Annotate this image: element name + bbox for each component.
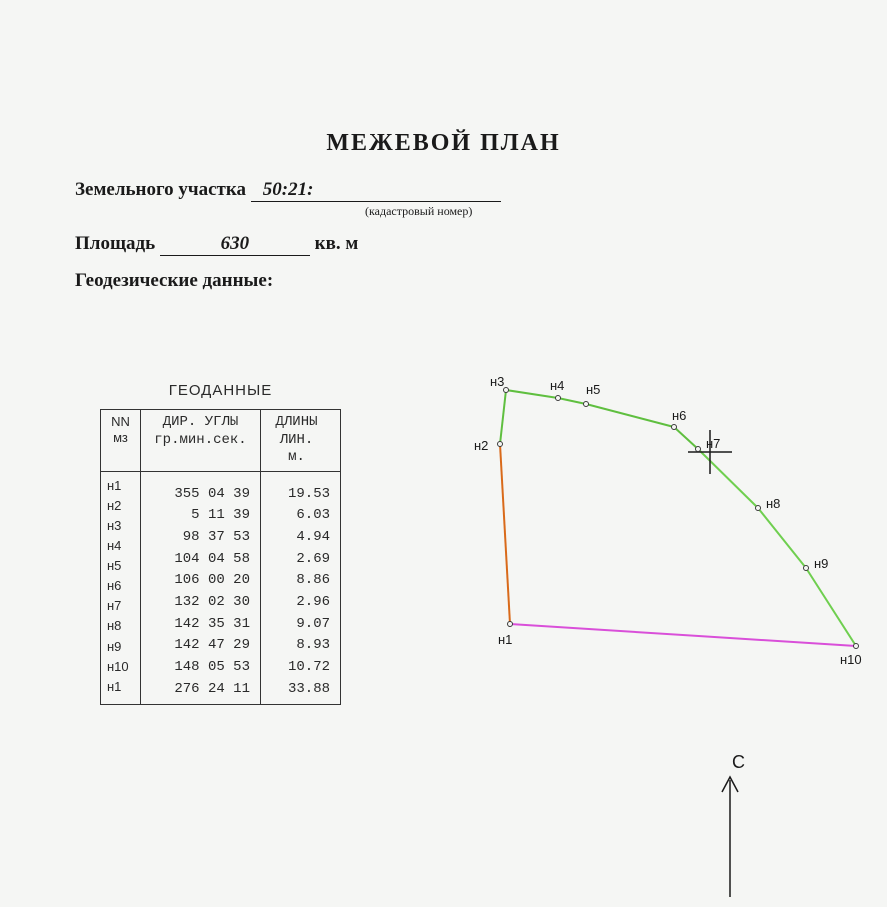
plot-edge [558,398,586,404]
cadastral-sublabel: (кадастровый номер) [365,204,887,219]
plot-node-label: н7 [706,436,720,451]
area-row: Площадь 630 кв. м [75,233,887,256]
plot-node-label: н5 [586,382,600,397]
angle-column-cell: 355 04 39 5 11 39 98 37 53104 04 58106 0… [141,471,261,705]
parcel-row: Земельного участка 50:21: [75,179,887,202]
compass-svg: С [700,752,760,902]
plot-node [508,622,513,627]
plot-edge [500,444,510,624]
plot-node-label: н1 [498,632,512,647]
plot-node [804,566,809,571]
plot-node-label: н2 [474,438,488,453]
plot-node-label: н3 [490,374,504,389]
plot-node-label: н10 [840,652,862,667]
col-angle-label: ДИР. УГЛЫ [149,414,252,432]
plot-node [556,396,561,401]
plot-node [584,402,589,407]
plot-edge [586,404,674,427]
nn-column-cell: н1н2н3н4н5н6н7н8н9н10н1 [101,471,141,705]
parcel-plot: н1 н2 н3 н4 н5 н6 н7 н8 н9 н10 [440,372,870,682]
plot-node-label: н4 [550,378,564,393]
plot-svg: н1 н2 н3 н4 н5 н6 н7 н8 н9 н10 [440,372,870,682]
plot-node-label: н6 [672,408,686,423]
compass: С [700,752,760,902]
col-nn-sub: мз [109,430,132,446]
plot-node [696,447,701,452]
plot-edge [510,624,856,646]
compass-label: С [732,752,745,772]
geo-table-title: ГЕОДАННЫЕ [100,382,341,399]
geo-data-label: Геодезические данные: [75,270,887,292]
plot-node [498,442,503,447]
col-angle-sub: гр.мин.сек. [149,432,252,450]
document-title: МЕЖЕВОЙ ПЛАН [0,130,887,157]
plot-node [756,506,761,511]
plot-edge [674,427,698,449]
plot-node-label: н9 [814,556,828,571]
cadastral-number: 50:21: [251,179,501,202]
table-header-row: NN мз ДИР. УГЛЫ гр.мин.сек. ДЛИНЫ ЛИН. м… [101,410,341,472]
plot-edge [698,449,758,508]
col-length-label: ДЛИНЫ [269,414,324,432]
plot-node [854,644,859,649]
geo-table: NN мз ДИР. УГЛЫ гр.мин.сек. ДЛИНЫ ЛИН. м… [100,409,341,705]
plot-edge [758,508,806,568]
col-nn-label: NN [109,414,132,430]
table-data-row: н1н2н3н4н5н6н7н8н9н10н1 355 04 39 5 11 3… [101,471,341,705]
area-value: 630 [160,233,310,256]
area-label: Площадь [75,233,155,254]
col-length-sub: ЛИН. м. [269,432,324,467]
parcel-label: Земельного участка [75,179,246,200]
plot-edge [500,390,506,444]
plot-node [672,425,677,430]
plot-node-label: н8 [766,496,780,511]
length-column-cell: 19.536.034.942.698.862.969.078.9310.7233… [261,471,341,705]
geo-table-region: ГЕОДАННЫЕ NN мз ДИР. УГЛЫ гр.мин.сек. ДЛ… [100,382,341,705]
plot-edge [806,568,856,646]
area-unit: кв. м [315,233,359,254]
